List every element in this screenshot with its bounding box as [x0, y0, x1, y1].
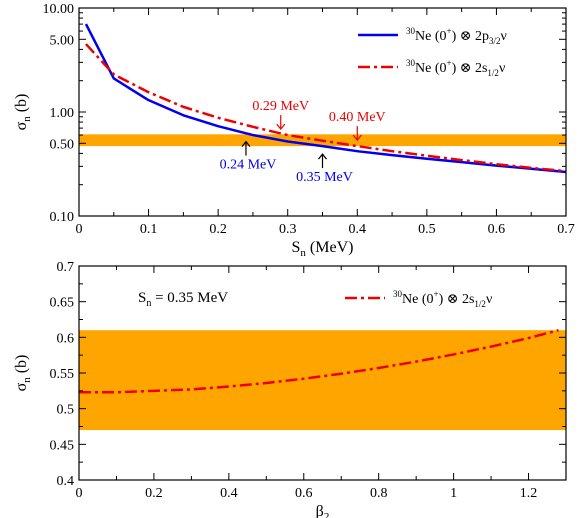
bottom-panel-x-axis-label: β2: [316, 503, 330, 518]
bottom-panel-x-tick-label: 1: [450, 486, 457, 501]
bottom-panel-y-tick-label: 0.6: [57, 331, 75, 346]
bottom-panel-y-axis-label: σn (b): [13, 355, 33, 392]
top-panel-x-tick-label: 0.7: [557, 222, 575, 237]
bottom-panel-x-tick-label: 1.2: [520, 486, 538, 501]
top-panel-series-line-1: [85, 43, 567, 173]
top-panel-x-tick-label: 0.3: [279, 222, 297, 237]
top-panel-y-tick-label: 0.10: [50, 210, 75, 225]
top-panel-x-tick-label: 0: [76, 222, 83, 237]
bottom-panel-series-line-0: [79, 328, 559, 394]
top-panel: 0 0.1 0.2 0.3 0.4 0.5 0.6 0.7 0.10 0.50 1.00 5.00 10…: [13, 2, 575, 259]
bottom-panel-y-tick-label: 0.45: [50, 438, 75, 453]
top-panel-annotation-label-1: 0.40 MeV: [329, 110, 386, 125]
top-panel-x-tick-label: 0.4: [349, 222, 367, 237]
bottom-panel-series: [79, 328, 559, 394]
bottom-panel-legend: 30Ne (0+) ⊗ 2s1/2ν: [345, 289, 492, 309]
top-panel-x-axis-label: Sn (MeV): [292, 239, 354, 259]
top-panel-legend-label-1: 30Ne (0+) ⊗ 2s1/2ν: [406, 58, 505, 78]
top-panel-annotation-arrowhead: [276, 123, 286, 131]
bottom-panel-y-tick-label: 0.65: [50, 296, 75, 311]
top-panel-y-tick-label: 0.50: [50, 137, 75, 152]
bottom-panel-x-tick-label: 0: [76, 486, 83, 501]
bottom-panel-x-tick-label: 0.8: [370, 486, 388, 501]
bottom-panel-x-tick-label: 0.2: [145, 486, 163, 501]
top-panel-annotation-arrowhead: [352, 134, 362, 142]
top-panel-y-tick-label: 5.00: [50, 33, 75, 48]
top-panel-y-tick-label: 10.00: [43, 2, 75, 17]
top-panel-series-line-0: [84, 23, 567, 174]
bottom-panel-x-tick-label: 0.6: [295, 486, 313, 501]
top-panel-x-tick-label: 0.1: [140, 222, 158, 237]
top-panel-legend: 30Ne (0+) ⊗ 2p3/2ν 30Ne (0+) ⊗ 2s1/2ν: [358, 26, 507, 78]
top-panel-ticks: 0 0.1 0.2 0.3 0.4 0.5 0.6 0.7 0.10 0.50 1.00 5.00 10…: [43, 2, 575, 237]
bottom-panel: 0 0.2 0.4 0.6 0.8 1 1.2 0.4 0.45 0.5 0.55 0.6 0.65 0.…: [13, 260, 567, 518]
top-panel-annotation-arrowhead: [318, 153, 327, 160]
top-panel-legend-label-0: 30Ne (0+) ⊗ 2p3/2ν: [406, 26, 507, 46]
top-panel-annotation-arrowhead: [241, 140, 251, 147]
top-panel-series: [84, 23, 567, 174]
top-panel-annotation-label-3: 0.35 MeV: [296, 170, 353, 185]
bottom-panel-y-tick-label: 0.5: [57, 403, 75, 418]
bottom-panel-y-tick-label: 0.4: [57, 474, 75, 489]
top-panel-x-tick-label: 0.2: [209, 222, 227, 237]
bottom-panel-ticks: 0 0.2 0.4 0.6 0.8 1 1.2 0.4 0.45 0.5 0.55 0.6 0.65 0.…: [50, 260, 566, 501]
top-panel-annotation-label-0: 0.29 MeV: [252, 99, 309, 114]
top-panel-annotation-label-2: 0.24 MeV: [220, 158, 277, 173]
bottom-panel-y-tick-label: 0.55: [50, 367, 75, 382]
top-panel-x-tick-label: 0.6: [488, 222, 506, 237]
bottom-panel-y-tick-label: 0.7: [57, 260, 75, 275]
top-panel-y-tick-label: 1.00: [50, 106, 75, 121]
bottom-panel-legend-label-0: 30Ne (0+) ⊗ 2s1/2ν: [393, 289, 492, 309]
bottom-panel-x-tick-label: 0.4: [220, 486, 238, 501]
top-panel-annotations: 0.29 MeV 0.40 MeV 0.24 MeV 0.35 MeV: [220, 99, 386, 185]
top-panel-x-tick-label: 0.5: [418, 222, 436, 237]
bottom-panel-sn-label: Sn = 0.35 MeV: [138, 290, 228, 309]
top-panel-y-axis-label: σn (b): [13, 94, 33, 131]
